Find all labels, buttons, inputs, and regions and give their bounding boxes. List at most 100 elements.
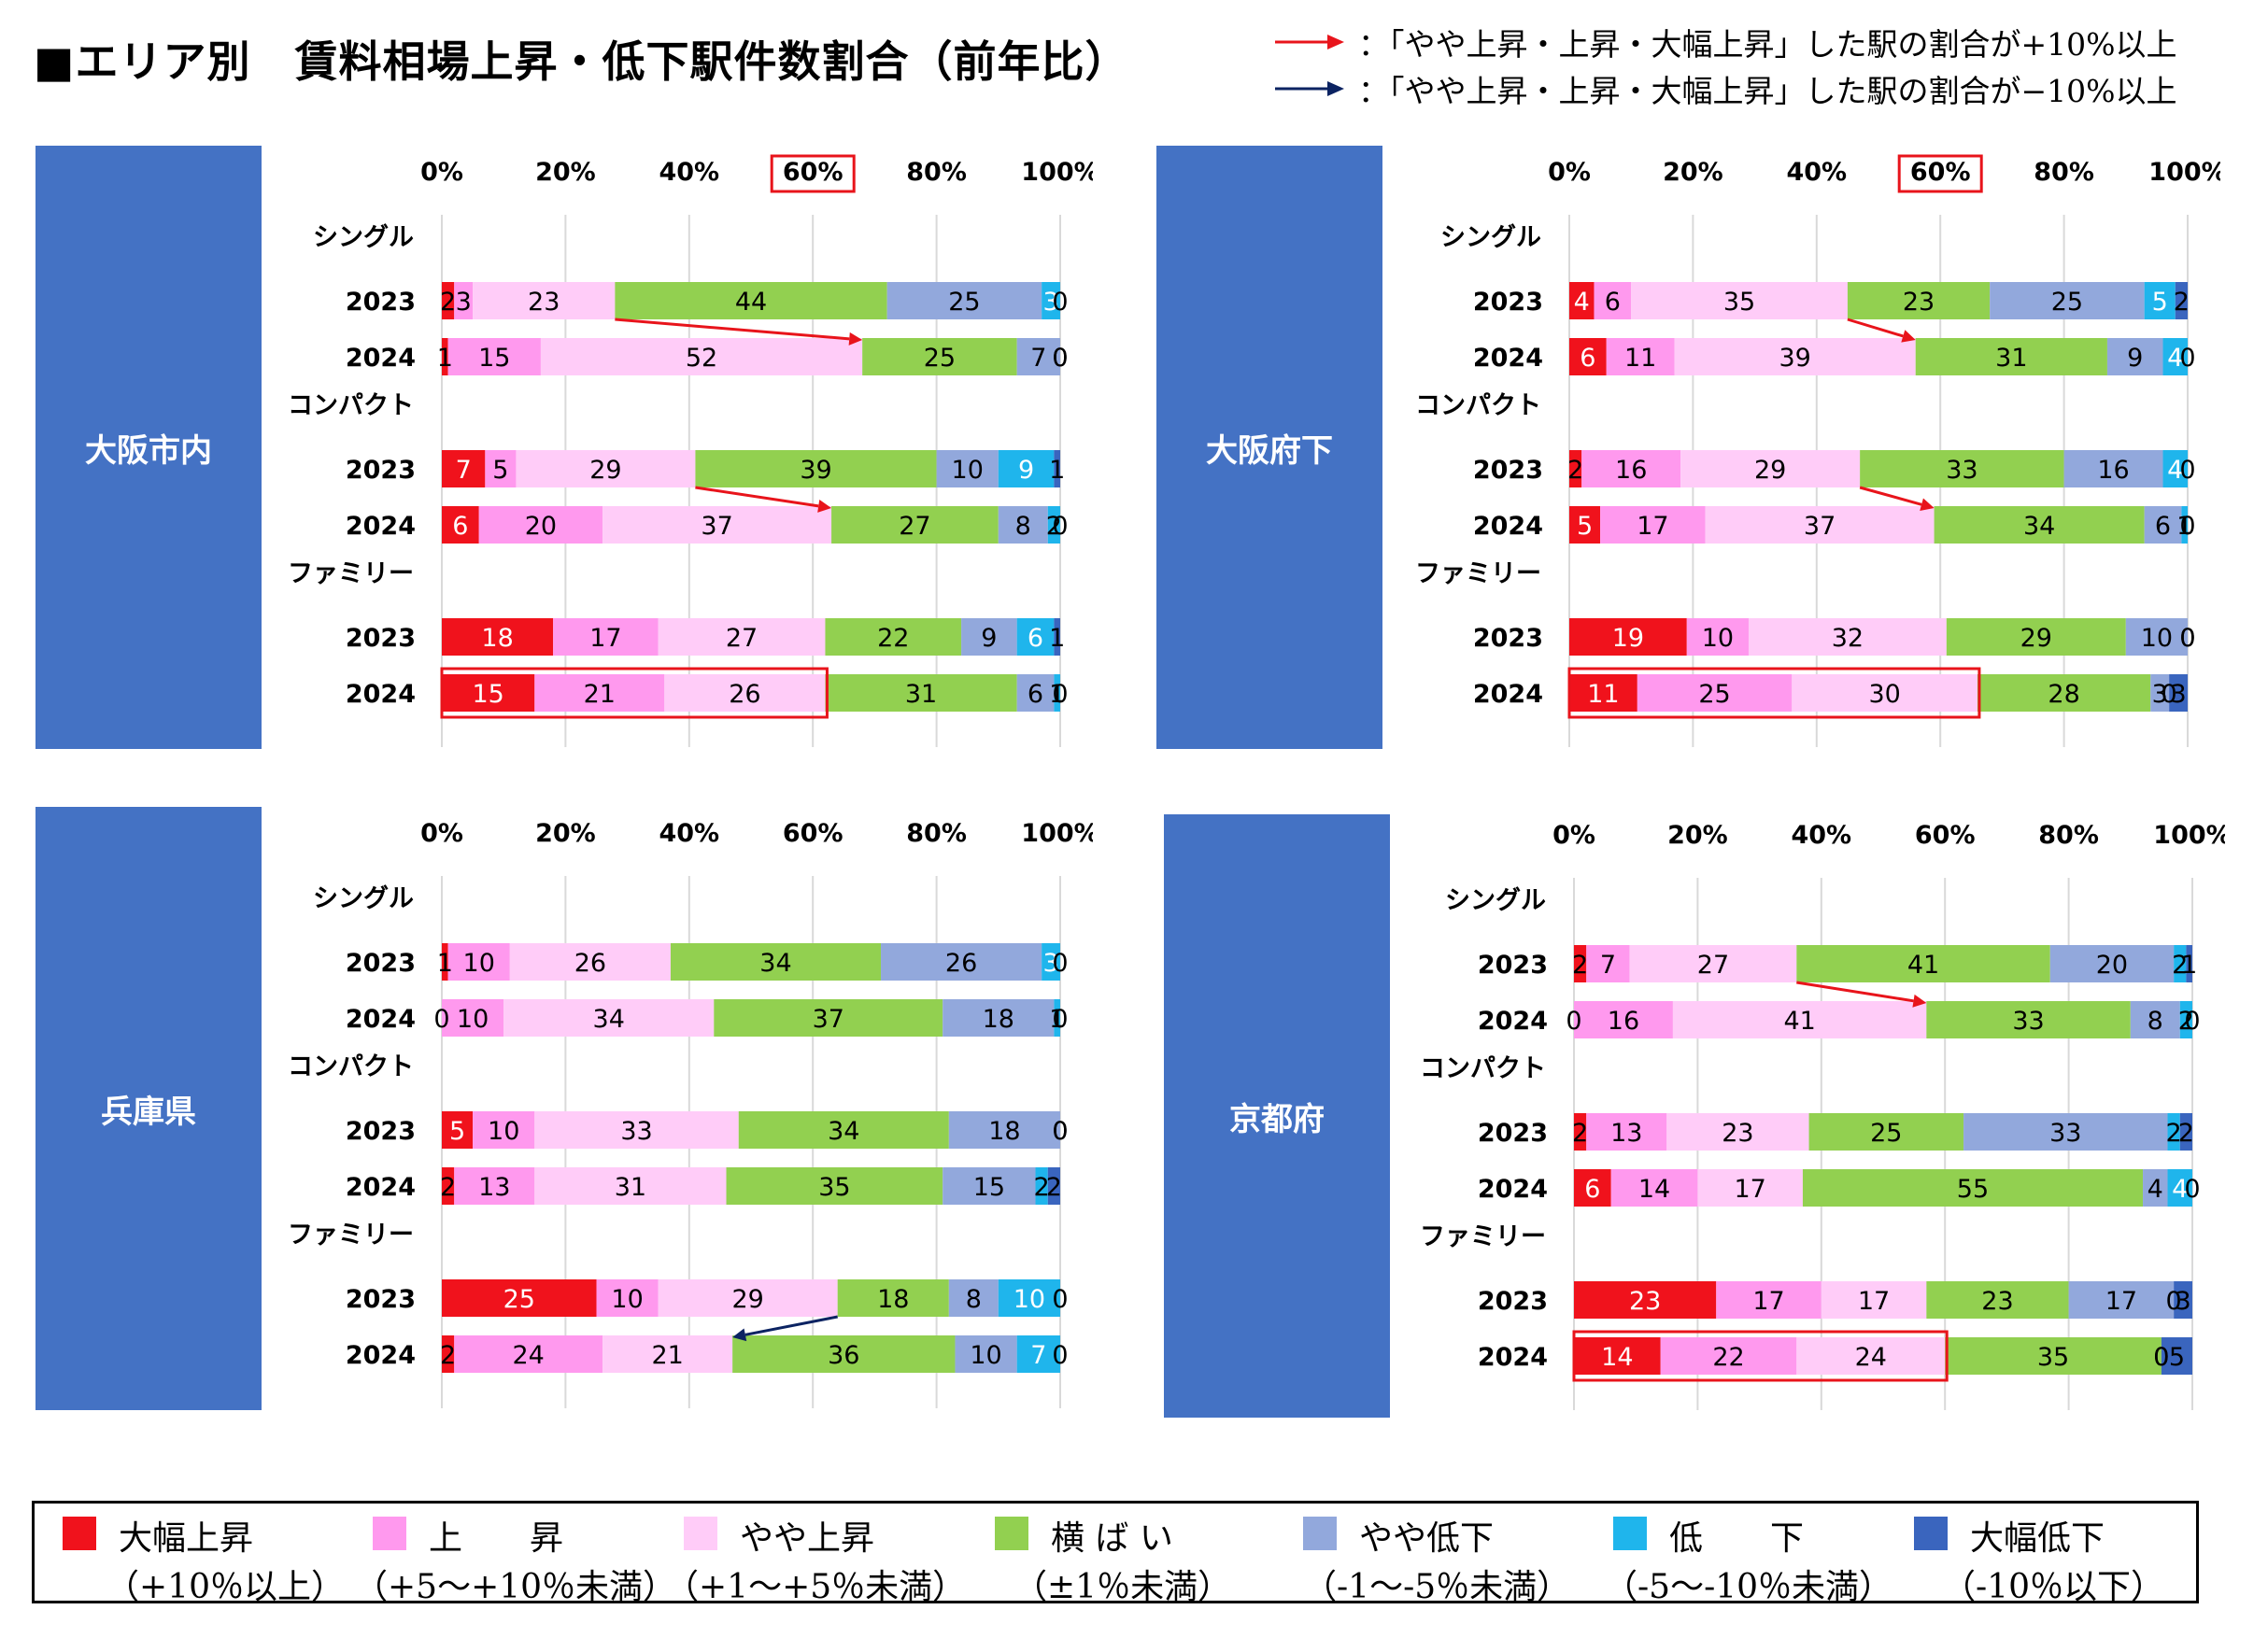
bar-segment (1606, 338, 1675, 375)
change-arrow (615, 318, 850, 341)
data-label: 0 (2179, 456, 2195, 485)
bar-segment (1847, 282, 1991, 319)
data-label: 3 (456, 288, 472, 317)
data-label: 25 (1698, 680, 1730, 709)
bar-segment (714, 999, 943, 1037)
data-label: 17 (1858, 1287, 1890, 1316)
bar-segment (1586, 945, 1630, 982)
data-label: 4 (2148, 1175, 2163, 1204)
bar-segment (1860, 450, 2064, 487)
bar-segment (1574, 1169, 1611, 1207)
highlight-box (440, 667, 829, 719)
row-year-label: 2023 (1478, 951, 1548, 980)
bar-segment (2181, 506, 2188, 544)
chart-panel-hyogo: 0% 20% 40% 60% 80% 100% シングル コンパクト ファミリー 2023 1 10 2… (271, 811, 1093, 1418)
x-tick-label: 40% (1791, 821, 1851, 850)
data-label: 35 (818, 1173, 850, 1202)
data-label: 2 (1046, 1173, 1062, 1202)
data-label: 3 (1042, 949, 1058, 978)
row-year-label: 2023 (346, 288, 416, 317)
group-label: コンパクト (288, 1052, 414, 1081)
legend-range: （-10％以下） (1942, 1568, 2164, 1606)
data-label: 0 (2179, 512, 2195, 541)
bar-segment (1581, 450, 1681, 487)
highlighted-tick-box (1897, 154, 1983, 193)
row-year-label: 2024 (346, 680, 416, 709)
data-label: 0 (1052, 288, 1068, 317)
data-label: 37 (1804, 512, 1836, 541)
legend-range: （±1％未満） (1014, 1568, 1232, 1606)
data-label: 6 (1584, 1175, 1600, 1204)
legend-name: 大幅上昇 (119, 1519, 254, 1558)
data-label: 24 (1855, 1343, 1887, 1372)
bar-segment (862, 338, 1017, 375)
bar-segment (1586, 1113, 1667, 1151)
bar-segment (2144, 282, 2176, 319)
bar-segment (534, 1167, 727, 1205)
bar-segment (1569, 506, 1601, 544)
data-label: 18 (983, 1005, 1014, 1034)
data-label: 20 (2096, 951, 2128, 980)
data-label: 27 (899, 512, 930, 541)
bar-segment (837, 1279, 949, 1317)
legend-range: （+1〜+5％未満） (665, 1568, 967, 1606)
x-tick-label: 80% (2038, 821, 2099, 850)
bar-segment (943, 1167, 1036, 1205)
change-arrow (744, 1315, 838, 1336)
bar-segment (1574, 1113, 1587, 1151)
bar-segment (1600, 506, 1706, 544)
data-label: 20 (525, 512, 557, 541)
bar-segment (454, 1335, 603, 1373)
data-label: 34 (2023, 512, 2055, 541)
bar-segment (447, 943, 510, 981)
row-year-label: 2023 (346, 949, 416, 978)
bar-segment (447, 338, 541, 375)
bar-segment (726, 1167, 943, 1205)
data-label: 0 (2179, 624, 2195, 653)
data-label: 2 (440, 288, 456, 317)
bar-segment (1569, 674, 1637, 712)
bar-segment (1042, 943, 1060, 981)
bar-segment (442, 282, 455, 319)
bar-segment (1796, 945, 2050, 982)
x-tick-label: 20% (535, 158, 596, 187)
legend-swatch (1914, 1517, 1948, 1550)
bar-segment (442, 450, 486, 487)
chart-panel-osaka-city: 0% 20% 40% 60% 80% 100% シングル コンパクト ファミリー 2023 2 3 23… (271, 149, 1093, 756)
change-arrow-head (1901, 330, 1916, 343)
legend-name: 横 ば い (1051, 1519, 1173, 1558)
data-label: 4 (2172, 1175, 2188, 1204)
bar-segment (442, 506, 479, 544)
x-tick-label: 100% (1021, 158, 1093, 187)
bar-segment (1629, 945, 1797, 982)
change-arrow-head (1920, 498, 1935, 512)
data-label: 36 (828, 1341, 859, 1370)
data-label: 5 (492, 456, 508, 485)
data-label: 7 (1030, 344, 1046, 373)
bar-segment (540, 338, 863, 375)
row-year-label: 2024 (346, 1173, 416, 1202)
legend-swatch (63, 1517, 96, 1550)
data-label: 0 (2153, 1343, 2169, 1372)
bar-segment (1054, 999, 1060, 1037)
navy-arrow-icon (1275, 81, 1344, 96)
bar-segment (442, 1167, 455, 1205)
bar-segment (831, 506, 999, 544)
bar-segment (1016, 618, 1055, 656)
data-label: 33 (620, 1117, 652, 1146)
row-year-label: 2023 (346, 1285, 416, 1314)
data-label: 39 (800, 456, 831, 485)
row-year-label: 2023 (1478, 1287, 1548, 1316)
bar-segment (1016, 674, 1055, 712)
bar-segment (442, 1279, 597, 1317)
bar-segment (602, 1335, 733, 1373)
x-tick-label: 20% (1663, 158, 1723, 187)
bar-segment (658, 1279, 838, 1317)
bar-segment (2167, 1113, 2180, 1151)
highlighted-tick-box (770, 154, 856, 193)
x-tick-label: 60% (783, 819, 843, 848)
bar-segment (2125, 618, 2188, 656)
data-label: 34 (759, 949, 791, 978)
change-arrow-head (1912, 994, 1927, 1008)
